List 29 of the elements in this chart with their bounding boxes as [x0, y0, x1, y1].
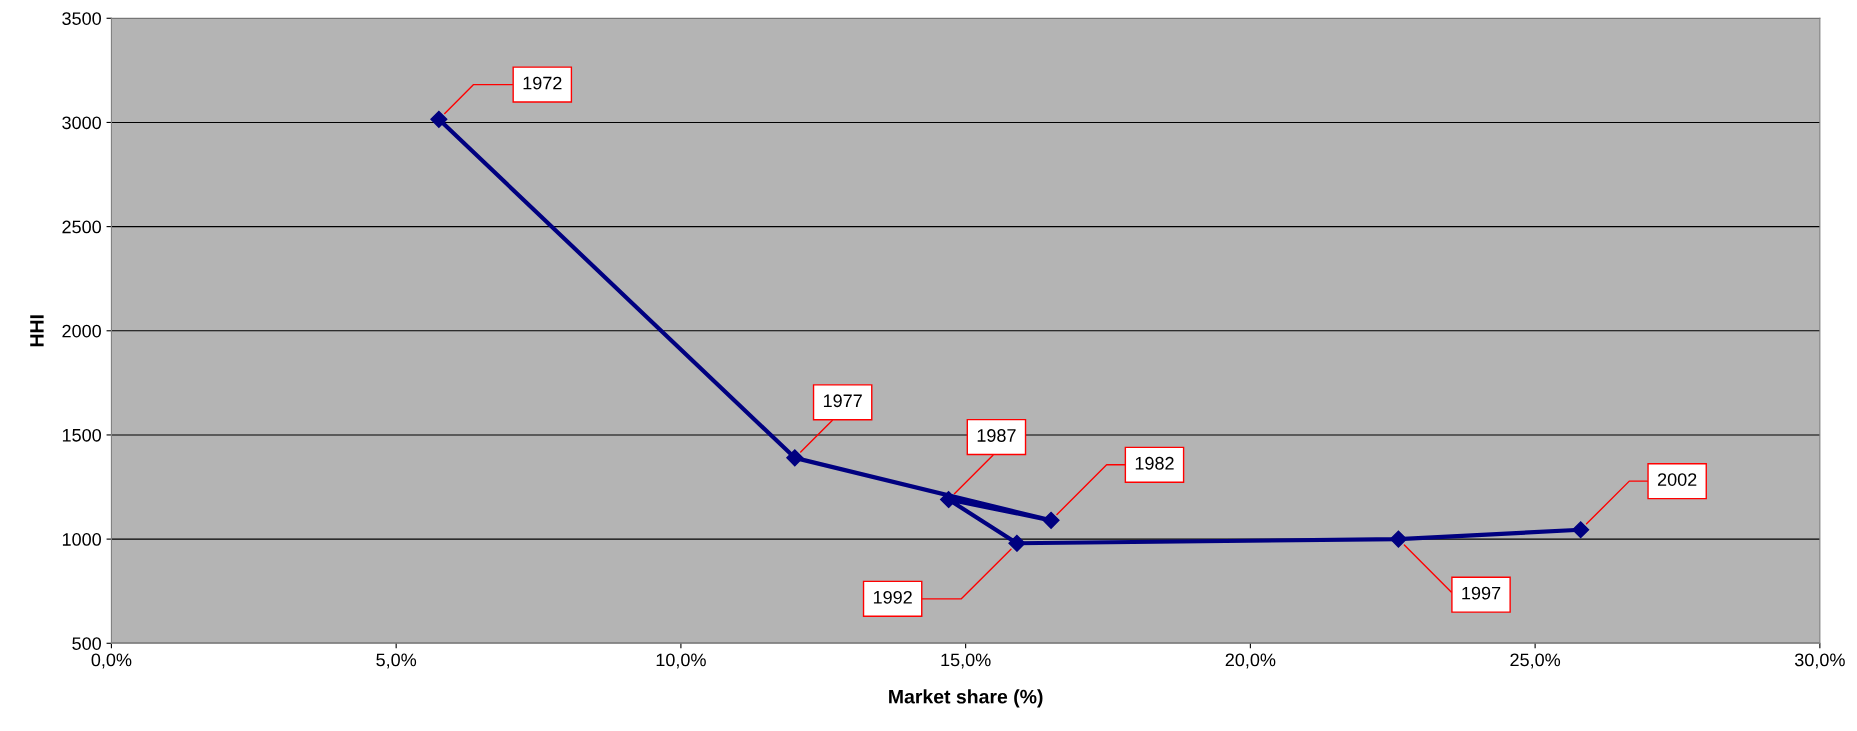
y-tick-label: 3500: [62, 12, 101, 25]
y-tick-label: 1000: [62, 533, 101, 546]
x-tick-label: 25,0%: [1510, 653, 1561, 669]
point: [1572, 521, 1590, 539]
annotation: 1992: [873, 590, 912, 604]
annotation: 2002: [1657, 473, 1697, 486]
x-tick-label: 15,0%: [941, 653, 991, 669]
point: [1042, 511, 1060, 529]
y-tick-label: 1500: [62, 428, 101, 442]
point: [430, 110, 448, 128]
y-tick-label: 2000: [62, 324, 101, 338]
x-tick-label: 30,0%: [1794, 653, 1845, 669]
point: [786, 449, 804, 467]
point: [1008, 534, 1026, 552]
annotation: 1997: [1462, 586, 1501, 600]
x-tick-label: 0,0%: [91, 653, 132, 669]
annotation: 1977: [823, 394, 862, 408]
y-tick-label: 500: [72, 637, 101, 650]
annotation: 1987: [977, 429, 1016, 442]
x-tick-label: 5,0%: [376, 653, 417, 669]
x-tick-label: 10,0%: [656, 653, 706, 669]
y-tick-label: 2500: [62, 220, 101, 234]
point: [1389, 530, 1407, 548]
annotation: 1982: [1135, 456, 1174, 470]
y-axis-title: HHI: [30, 315, 44, 347]
x-tick-label: 20,0%: [1225, 653, 1276, 669]
annotation: 1972: [523, 76, 562, 90]
y-tick-label: 3000: [62, 116, 101, 130]
x-axis-title: Market share (%): [889, 689, 1043, 708]
